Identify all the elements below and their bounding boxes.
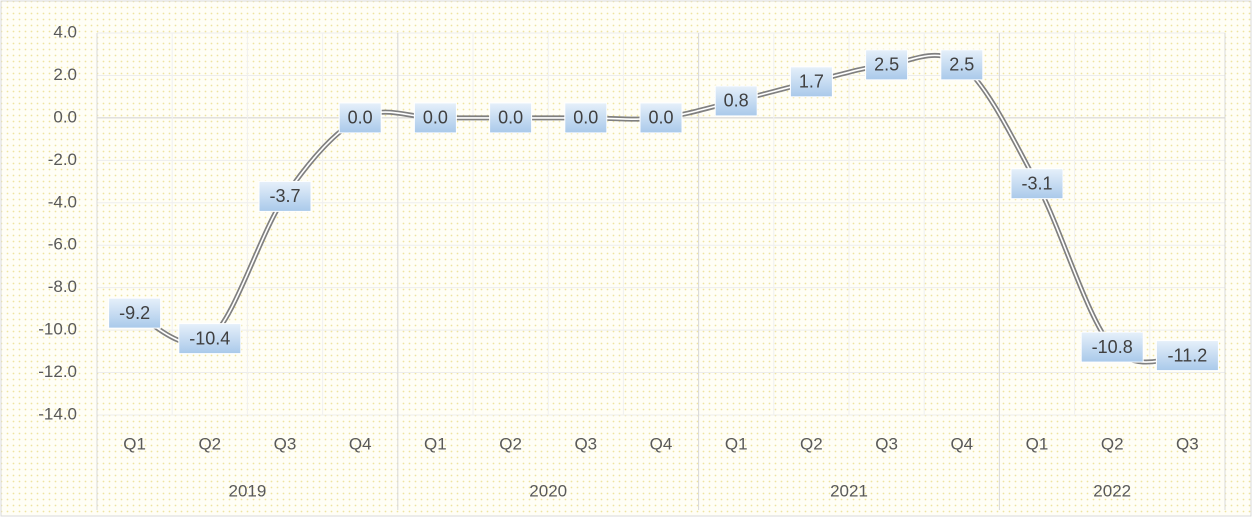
data-label: -3.1 [1021,173,1052,193]
x-tick-label: Q4 [950,434,973,453]
x-tick-label: Q3 [274,434,297,453]
y-tick-label: -10.0 [38,320,77,339]
x-tick-label: Q4 [349,434,372,453]
data-label: 0.0 [573,108,598,128]
data-label: -10.4 [189,328,230,348]
data-label: -11.2 [1168,345,1208,365]
data-label-box [489,102,533,134]
x-tick-label: Q2 [1101,434,1124,453]
data-label-box [940,49,984,81]
data-label-box [639,102,683,134]
data-label-box [865,49,909,81]
y-tick-label: -4.0 [48,192,77,211]
data-label-box [108,297,162,329]
data-label-box [1010,168,1064,200]
x-tick-label: Q4 [650,434,673,453]
data-label: -3.7 [269,186,300,206]
x-tick-label: Q3 [1176,434,1199,453]
x-tick-label: Q2 [800,434,823,453]
x-tick-label: Q1 [123,434,146,453]
data-label-box [1080,331,1144,363]
data-label-box [338,102,382,134]
data-label-box [714,85,758,117]
y-tick-label: -8.0 [48,277,77,296]
x-tick-label: Q3 [875,434,898,453]
data-label: 0.8 [724,91,749,111]
data-label-box [1155,340,1219,372]
data-label: -9.2 [119,303,150,323]
group-label: 2020 [529,481,567,500]
data-label: 2.5 [949,55,974,75]
data-label: 1.7 [799,72,824,92]
y-tick-label: -14.0 [38,404,77,423]
data-label: 0.0 [498,108,523,128]
x-tick-label: Q2 [198,434,221,453]
y-tick-label: -12.0 [38,362,77,381]
x-tick-label: Q1 [424,434,447,453]
data-label: 0.0 [423,108,448,128]
x-tick-label: Q2 [499,434,522,453]
y-tick-label: 4.0 [53,22,77,41]
group-label: 2022 [1093,481,1131,500]
x-tick-label: Q1 [1026,434,1049,453]
data-label-box [258,180,312,212]
group-label: 2019 [228,481,266,500]
data-label-box [789,66,833,98]
x-tick-label: Q3 [574,434,597,453]
data-label: 0.0 [648,108,673,128]
y-tick-label: 2.0 [53,65,77,84]
data-label: 2.5 [874,55,899,75]
y-tick-label: -2.0 [48,150,77,169]
data-label-box [178,323,242,355]
y-tick-label: -6.0 [48,235,77,254]
y-tick-label: 0.0 [53,107,77,126]
data-label-box [564,102,608,134]
data-label-box [413,102,457,134]
data-label: 0.0 [348,108,373,128]
group-label: 2021 [830,481,868,500]
x-tick-label: Q1 [725,434,748,453]
data-label: -10.8 [1092,337,1133,357]
